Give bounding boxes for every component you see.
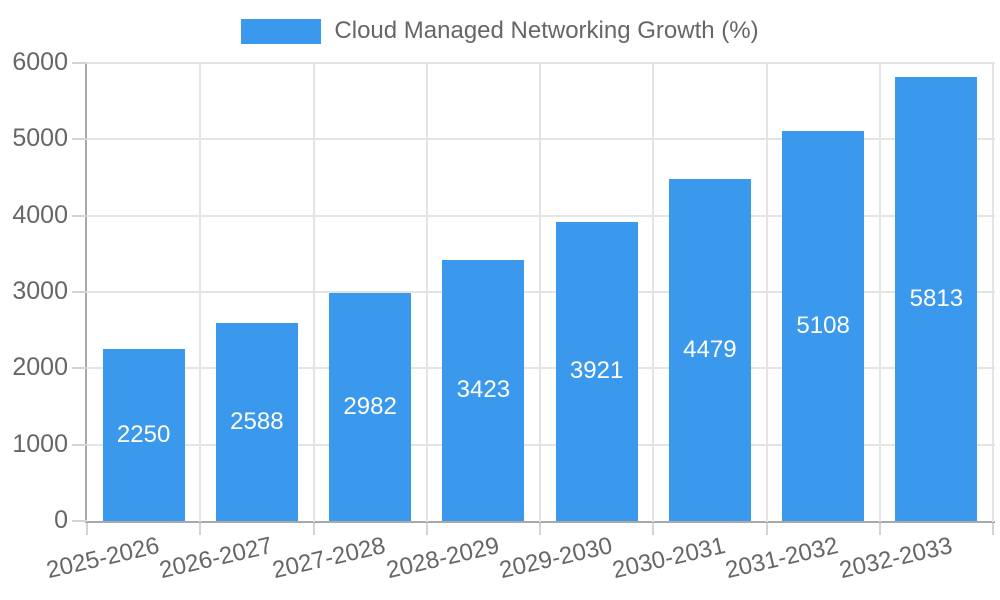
bar[interactable]	[102, 349, 185, 521]
x-gridline	[199, 63, 202, 522]
bar[interactable]	[668, 179, 751, 521]
y-tick-label: 3000	[12, 277, 68, 305]
x-tick-label: 2032-2033	[836, 532, 955, 585]
bar[interactable]	[442, 259, 525, 521]
x-tick-label: 2029-2030	[496, 532, 615, 585]
x-tick-label: 2031-2032	[723, 532, 842, 585]
y-tick-mark	[72, 62, 87, 64]
legend-swatch-icon	[241, 18, 322, 44]
x-gridline	[878, 63, 881, 522]
x-tick-label: 2030-2031	[610, 532, 728, 585]
legend-item[interactable]: Cloud Managed Networking Growth (%)	[0, 17, 1000, 45]
y-tick-mark	[72, 520, 87, 522]
y-tick-mark	[72, 367, 87, 370]
y-gridline	[87, 443, 995, 446]
bar[interactable]	[329, 293, 412, 521]
y-tick-mark	[72, 214, 87, 217]
x-gridline	[652, 63, 655, 522]
x-gridline	[425, 63, 428, 522]
x-tick-mark	[199, 523, 202, 535]
x-tick-mark	[992, 523, 994, 535]
y-tick-label: 2000	[12, 353, 68, 382]
x-tick-mark	[539, 523, 541, 535]
y-tick-mark	[72, 138, 87, 141]
x-gridline	[539, 63, 541, 522]
x-tick-mark	[652, 523, 655, 535]
x-tick-label: 2027-2028	[270, 532, 389, 585]
y-gridline	[87, 214, 995, 217]
bar[interactable]	[555, 221, 638, 521]
bar[interactable]	[895, 77, 978, 521]
bar[interactable]	[782, 131, 865, 521]
y-gridline	[87, 138, 995, 141]
x-axis-line	[85, 521, 995, 523]
x-tick-label: 2026-2027	[157, 532, 275, 585]
x-tick-label: 2028-2029	[383, 532, 502, 585]
y-tick-label: 1000	[12, 429, 68, 458]
y-gridline	[87, 291, 995, 293]
y-axis-line	[85, 63, 87, 523]
legend-label: Cloud Managed Networking Growth (%)	[334, 17, 759, 44]
x-tick-mark	[312, 523, 315, 535]
y-tick-label: 4000	[12, 200, 68, 229]
y-tick-label: 0	[54, 506, 68, 534]
y-tick-label: 6000	[12, 48, 68, 76]
x-tick-mark	[425, 523, 428, 535]
x-tick-mark	[765, 523, 768, 535]
y-gridline	[87, 62, 995, 64]
x-tick-mark	[86, 523, 88, 535]
bar[interactable]	[215, 323, 298, 521]
y-tick-label: 5000	[12, 124, 68, 153]
x-gridline	[765, 63, 768, 522]
y-gridline	[87, 367, 995, 370]
x-gridline	[992, 63, 994, 522]
x-tick-label: 2025-2026	[43, 532, 162, 585]
y-tick-mark	[72, 443, 87, 446]
x-tick-mark	[878, 523, 881, 535]
y-tick-mark	[72, 291, 87, 293]
x-gridline	[312, 63, 315, 522]
